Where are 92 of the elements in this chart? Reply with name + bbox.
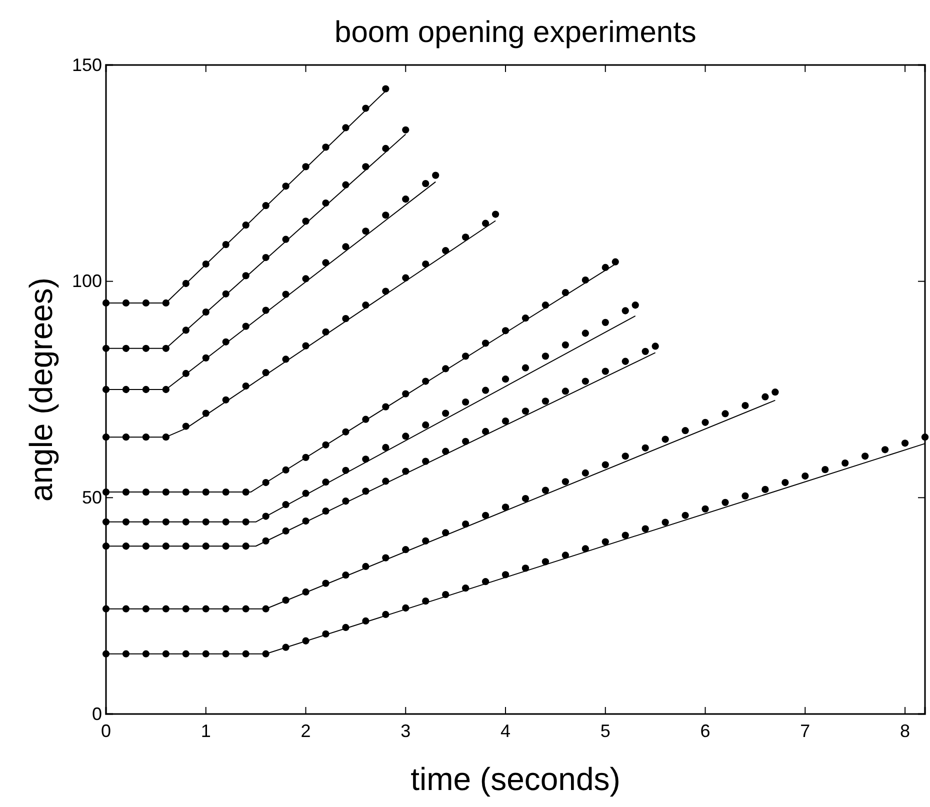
point [652, 342, 659, 350]
point [462, 398, 470, 406]
point [402, 126, 410, 134]
point [562, 388, 570, 395]
x-tick-label: 7 [800, 720, 810, 741]
point [442, 410, 450, 417]
y-axis-title: angle (degrees) [23, 277, 59, 502]
point [881, 446, 889, 454]
point [522, 494, 530, 502]
point [602, 368, 609, 375]
point [622, 307, 629, 314]
point [622, 532, 629, 539]
point [722, 498, 729, 506]
y-tick-label: 50 [82, 487, 102, 508]
point [842, 459, 849, 467]
y-tick-label: 0 [92, 704, 102, 724]
x-tick-label: 1 [200, 720, 211, 741]
point [102, 518, 110, 526]
point [772, 388, 779, 396]
point [642, 444, 649, 452]
point [562, 341, 570, 348]
point [482, 428, 490, 436]
x-tick-label: 4 [500, 720, 511, 741]
y-tick-label: 100 [72, 271, 102, 292]
point [482, 386, 490, 394]
point [582, 545, 589, 552]
point [921, 434, 929, 441]
point [862, 452, 869, 460]
point [482, 220, 490, 227]
x-axis-title: time (seconds) [410, 761, 620, 797]
point [102, 650, 110, 658]
point [582, 378, 589, 385]
point [642, 348, 649, 355]
point [432, 172, 440, 179]
point [102, 542, 110, 550]
y-tick-label: 150 [72, 54, 102, 75]
point [622, 452, 629, 460]
point [382, 212, 390, 219]
point [382, 444, 390, 452]
point [102, 344, 110, 352]
x-tick-label: 2 [300, 720, 311, 741]
x-tick-label: 5 [600, 720, 610, 741]
point [542, 398, 550, 405]
point [602, 538, 609, 546]
point [502, 376, 510, 383]
point [802, 472, 809, 480]
x-tick-label: 3 [400, 720, 411, 741]
point [662, 518, 669, 526]
point [492, 210, 500, 218]
point [462, 234, 470, 241]
point [682, 427, 689, 434]
point [102, 434, 110, 441]
point [702, 505, 709, 512]
point [632, 302, 639, 309]
point [582, 330, 589, 337]
point [682, 512, 689, 519]
point [582, 469, 589, 477]
x-tick-label: 6 [700, 720, 710, 741]
point [742, 402, 749, 410]
point [342, 243, 350, 250]
point [602, 461, 609, 468]
point [402, 196, 410, 203]
point [602, 318, 609, 326]
point [622, 358, 629, 365]
point [402, 432, 410, 440]
point [482, 512, 490, 519]
point [822, 466, 829, 474]
point [502, 504, 510, 511]
point [762, 393, 769, 400]
point [612, 258, 619, 266]
point [782, 478, 789, 486]
point [662, 436, 669, 443]
point [362, 228, 370, 235]
point [502, 418, 510, 425]
point [422, 180, 430, 188]
point [642, 525, 649, 532]
point [422, 260, 430, 268]
point [901, 440, 909, 447]
point [562, 478, 570, 486]
point [742, 492, 749, 500]
point [722, 410, 729, 418]
point [522, 408, 530, 415]
point [542, 486, 550, 494]
chart-title: boom opening experiments [334, 16, 696, 49]
point [422, 421, 430, 429]
point [382, 85, 390, 92]
point [702, 418, 709, 426]
point [522, 364, 530, 372]
x-tick-label: 8 [900, 720, 910, 741]
point [762, 486, 769, 494]
point [542, 352, 550, 360]
point [102, 605, 110, 612]
